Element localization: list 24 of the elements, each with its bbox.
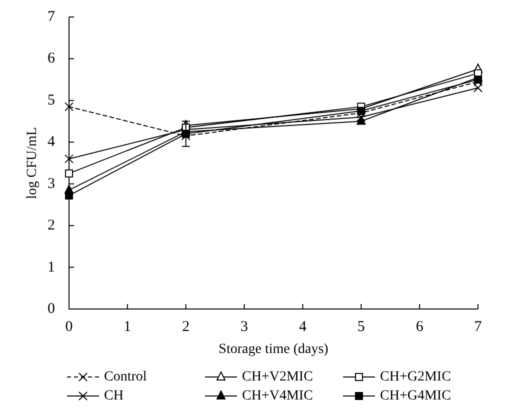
x-axis-title: Storage time (days) (218, 342, 329, 357)
legend-label: CH+G2MIC (380, 370, 451, 384)
x-tick-label: 4 (298, 319, 307, 335)
legend-label: CH+G4MIC (380, 388, 451, 404)
y-axis-title: log CFU/mL (25, 127, 40, 199)
y-tick-label: 5 (48, 92, 55, 108)
y-tick-label: 4 (48, 134, 56, 150)
y-tick-label: 7 (48, 9, 56, 25)
legend-label: CH+V4MIC (242, 388, 313, 404)
x-tick-label: 5 (357, 319, 365, 335)
y-tick-label: 1 (48, 259, 55, 276)
legend-label: CH+V2MIC (242, 370, 313, 384)
legend-label: CH (104, 388, 124, 404)
y-tick-label: 6 (48, 50, 56, 67)
y-tick-label: 2 (48, 218, 55, 234)
x-tick-label: 7 (474, 319, 482, 335)
x-tick-label: 3 (240, 319, 248, 335)
legend-label: Control (104, 370, 147, 384)
y-tick-label: 0 (48, 301, 55, 317)
x-tick-label: 6 (416, 319, 424, 335)
y-tick-label: 3 (48, 176, 55, 192)
x-tick-label: 0 (65, 319, 73, 335)
x-tick-label: 2 (182, 319, 190, 335)
x-tick-label: 1 (124, 319, 132, 335)
